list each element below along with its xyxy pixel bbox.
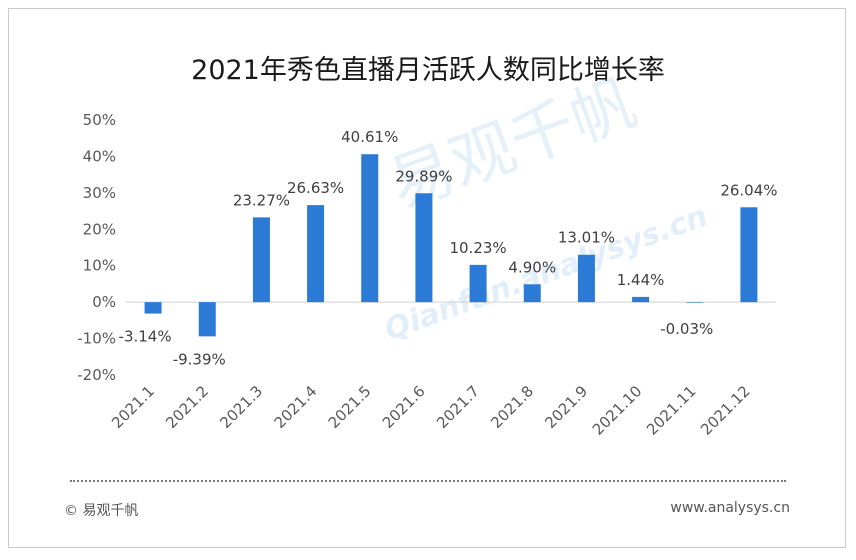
x-tick-label: 2021.4: [271, 382, 321, 432]
x-tick-label: 2021.12: [697, 382, 754, 439]
data-label: 4.90%: [508, 258, 556, 276]
bar: [252, 217, 270, 303]
data-label: -0.03%: [660, 320, 713, 338]
data-label: 26.04%: [720, 181, 777, 199]
data-label: 29.89%: [395, 167, 452, 185]
y-tick-label: -20%: [77, 366, 116, 384]
bar: [307, 205, 325, 303]
bar-chart: 50% 40% 30% 20% 10% 0% -10% -20% -3.14% 2021.1 -9.…: [77, 111, 777, 439]
x-tick-label: 2021.10: [589, 382, 646, 439]
chart-title: 2021年秀色直播月活跃人数同比增长率: [191, 55, 665, 86]
bar: [144, 302, 162, 314]
data-label: 40.61%: [341, 128, 398, 146]
x-tick-label: 2021.7: [433, 382, 483, 432]
y-tick-label: 40%: [83, 147, 116, 165]
bar: [361, 154, 379, 303]
x-tick-label: 2021.1: [108, 382, 158, 432]
y-tick-label: -10%: [77, 330, 116, 348]
y-tick-label: 20%: [83, 220, 116, 238]
bar: [686, 302, 704, 303]
data-label: -9.39%: [173, 350, 226, 368]
bar: [577, 254, 595, 303]
x-tick-label: 2021.9: [541, 382, 591, 432]
y-tick-label: 50%: [83, 111, 116, 129]
source-name: 易观千帆: [82, 503, 139, 519]
y-tick-label: 30%: [83, 184, 116, 202]
data-label: 26.63%: [287, 179, 344, 197]
data-label: -3.14%: [119, 328, 172, 346]
footer-url: www.analysys.cn: [670, 500, 790, 516]
x-tick-label: 2021.3: [216, 382, 266, 432]
x-tick-label: 2021.6: [379, 382, 429, 432]
bar: [740, 207, 758, 303]
footer-source: © 易观千帆: [64, 500, 138, 520]
bar: [469, 264, 487, 303]
data-label: 1.44%: [617, 271, 665, 289]
footer-divider: [70, 480, 786, 482]
data-label: 10.23%: [449, 239, 506, 257]
bar: [198, 302, 216, 337]
bar: [632, 296, 650, 303]
bar: [523, 284, 541, 303]
data-label: 13.01%: [558, 229, 615, 247]
data-label: 23.27%: [233, 191, 290, 209]
bar: [415, 193, 433, 303]
x-tick-label: 2021.8: [487, 382, 537, 432]
y-tick-label: 0%: [92, 293, 116, 311]
copyright-symbol: ©: [64, 503, 78, 519]
x-tick-label: 2021.11: [643, 382, 700, 439]
y-tick-label: 10%: [83, 257, 116, 275]
x-tick-label: 2021.2: [162, 382, 212, 432]
x-tick-label: 2021.5: [325, 382, 375, 432]
